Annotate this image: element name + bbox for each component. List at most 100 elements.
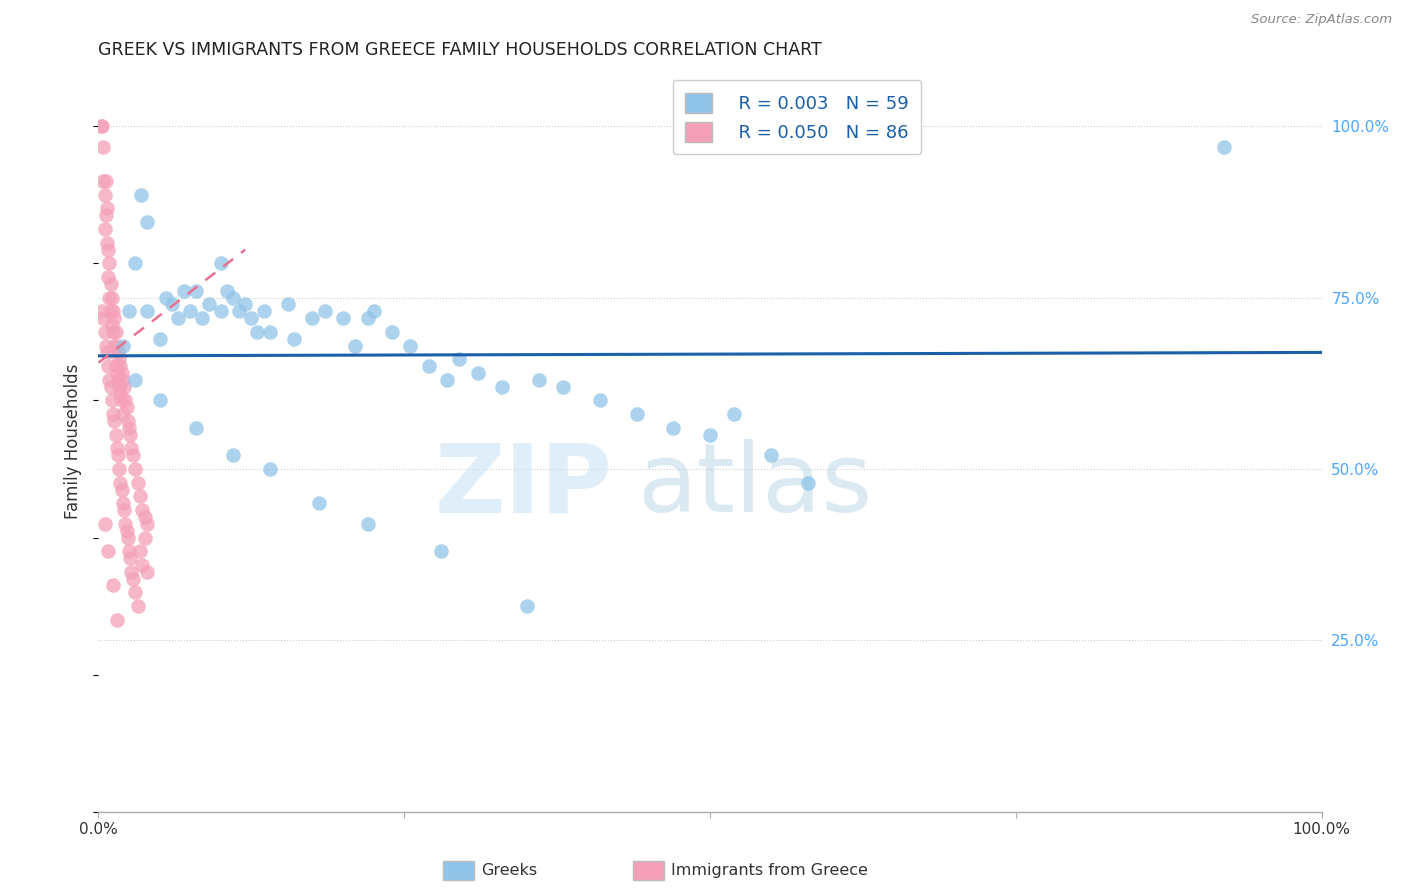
- Point: [155, 291, 177, 305]
- Point: [136, 516, 159, 531]
- Point: [381, 325, 404, 339]
- Point: [186, 421, 208, 435]
- Point: [111, 366, 134, 380]
- Point: [107, 345, 129, 359]
- Point: [515, 599, 537, 613]
- Point: [134, 510, 156, 524]
- Point: [118, 421, 141, 435]
- Point: [259, 462, 281, 476]
- Point: [127, 475, 149, 490]
- Text: GREEK VS IMMIGRANTS FROM GREECE FAMILY HOUSEHOLDS CORRELATION CHART: GREEK VS IMMIGRANTS FROM GREECE FAMILY H…: [98, 41, 823, 59]
- Point: [120, 442, 142, 456]
- Point: [110, 386, 132, 401]
- Point: [430, 544, 453, 558]
- Point: [136, 304, 159, 318]
- Point: [97, 243, 120, 257]
- Point: [222, 448, 245, 462]
- Point: [101, 318, 124, 332]
- Point: [120, 427, 142, 442]
- Point: [1212, 140, 1234, 154]
- Point: [114, 393, 136, 408]
- Point: [117, 414, 139, 428]
- Point: [98, 291, 121, 305]
- Point: [96, 345, 118, 359]
- Y-axis label: Family Households: Family Households: [65, 364, 83, 519]
- Point: [93, 516, 115, 531]
- Point: [91, 311, 114, 326]
- Point: [723, 407, 745, 421]
- Point: [107, 448, 129, 462]
- Point: [127, 599, 149, 613]
- Point: [100, 277, 122, 291]
- Point: [93, 187, 115, 202]
- Point: [100, 380, 122, 394]
- Point: [246, 325, 269, 339]
- Point: [449, 352, 471, 367]
- Point: [626, 407, 648, 421]
- Point: [105, 442, 128, 456]
- Point: [418, 359, 440, 373]
- Point: [553, 380, 575, 394]
- Point: [110, 475, 132, 490]
- Point: [136, 215, 159, 229]
- Point: [93, 325, 115, 339]
- Point: [104, 359, 127, 373]
- Point: [101, 325, 124, 339]
- Point: [277, 297, 299, 311]
- Point: [108, 352, 131, 367]
- Point: [105, 613, 128, 627]
- Point: [233, 297, 256, 311]
- Point: [467, 366, 489, 380]
- Legend:   R = 0.003   N = 59,   R = 0.050   N = 86: R = 0.003 N = 59, R = 0.050 N = 86: [672, 80, 921, 154]
- Point: [115, 401, 138, 415]
- Text: Source: ZipAtlas.com: Source: ZipAtlas.com: [1251, 13, 1392, 27]
- Point: [94, 174, 117, 188]
- Point: [344, 338, 367, 352]
- Point: [124, 585, 146, 599]
- Point: [363, 304, 385, 318]
- Point: [252, 304, 274, 318]
- Point: [98, 256, 121, 270]
- Point: [222, 291, 245, 305]
- Point: [118, 304, 141, 318]
- Point: [96, 235, 118, 250]
- Point: [104, 427, 127, 442]
- Point: [108, 462, 131, 476]
- Point: [356, 311, 378, 326]
- Point: [111, 496, 134, 510]
- Point: [399, 338, 422, 352]
- Point: [121, 448, 143, 462]
- Point: [96, 202, 118, 216]
- Point: [301, 311, 323, 326]
- Point: [103, 414, 125, 428]
- Point: [98, 373, 121, 387]
- Point: [314, 304, 336, 318]
- Point: [111, 338, 134, 352]
- Point: [101, 407, 124, 421]
- Point: [259, 325, 281, 339]
- Point: [101, 578, 124, 592]
- Point: [94, 338, 117, 352]
- Point: [97, 270, 120, 285]
- Text: Greeks: Greeks: [481, 863, 537, 878]
- Point: [104, 325, 127, 339]
- Point: [197, 297, 219, 311]
- Point: [131, 558, 153, 572]
- Point: [215, 284, 238, 298]
- Point: [112, 503, 135, 517]
- Point: [124, 462, 146, 476]
- Point: [491, 380, 513, 394]
- Point: [114, 516, 136, 531]
- Point: [91, 174, 114, 188]
- Point: [111, 483, 134, 497]
- Point: [228, 304, 250, 318]
- Point: [589, 393, 612, 408]
- Point: [118, 544, 141, 558]
- Point: [356, 516, 378, 531]
- Point: [97, 359, 120, 373]
- Point: [117, 531, 139, 545]
- Point: [91, 140, 114, 154]
- Point: [93, 222, 115, 236]
- Point: [115, 524, 138, 538]
- Point: [111, 393, 134, 408]
